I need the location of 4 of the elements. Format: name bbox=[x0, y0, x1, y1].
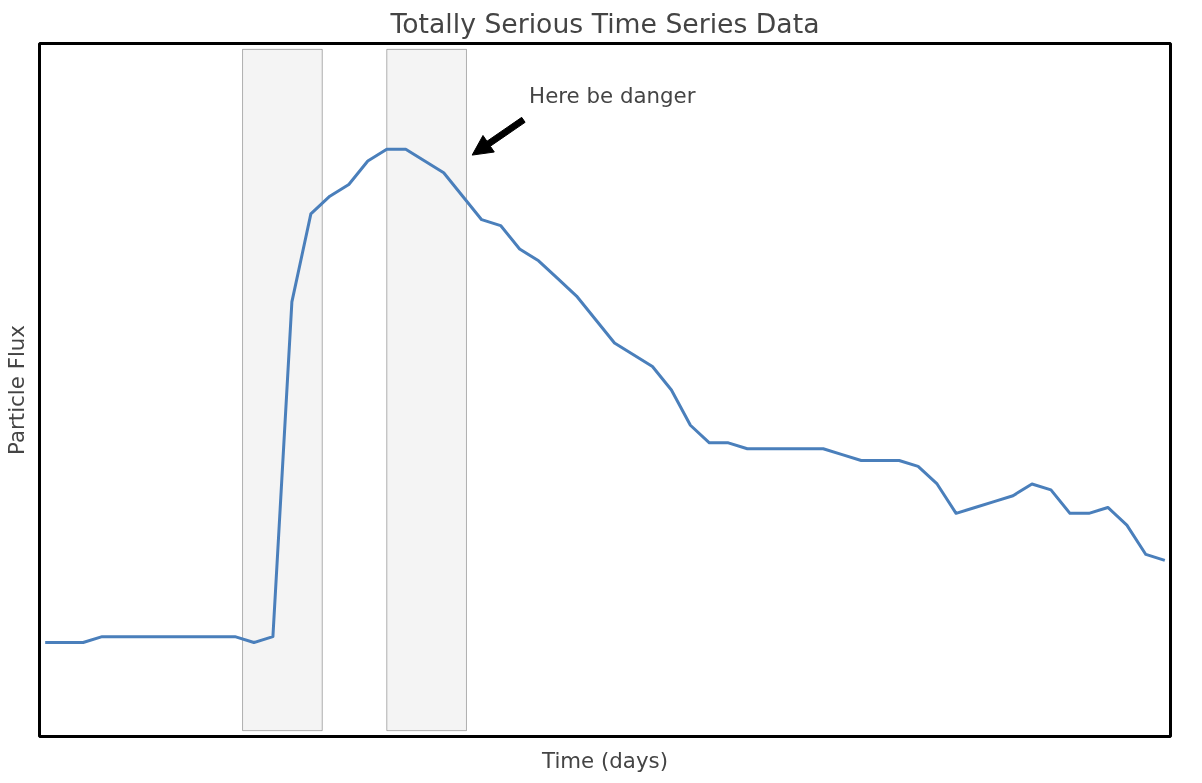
chart-title: Totally Serious Time Series Data bbox=[389, 7, 820, 39]
y-axis-title: Particle Flux bbox=[3, 325, 29, 455]
text: Here be danger bbox=[529, 83, 696, 109]
x-axis-title: Time (days) bbox=[541, 747, 668, 773]
